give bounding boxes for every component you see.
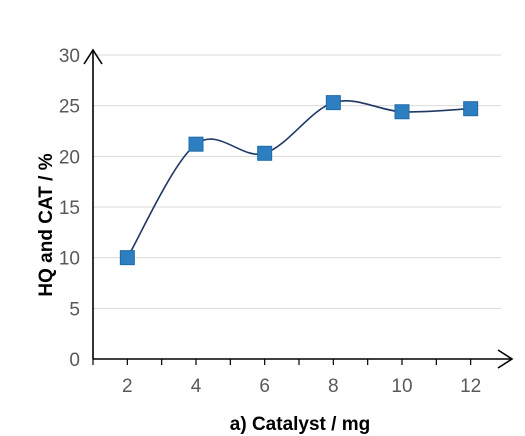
- data-points: [119, 95, 479, 266]
- trendline-layer: [126, 100, 471, 259]
- x-axis-arrow: [497, 349, 514, 369]
- x-tick-label-4: 4: [191, 376, 202, 397]
- data-point-12: [463, 101, 479, 117]
- y-tick-label-10: 10: [59, 249, 80, 270]
- y-tick-label-5: 5: [69, 299, 80, 320]
- data-point-10: [394, 104, 410, 120]
- data-point-6: [257, 145, 273, 161]
- gridlines: [93, 54, 501, 309]
- data-point-8: [325, 95, 341, 111]
- x-tick-label-12: 12: [460, 376, 481, 397]
- y-tick-label-15: 15: [59, 198, 80, 219]
- x-tick-label-10: 10: [391, 376, 412, 397]
- y-tick-label-30: 30: [59, 46, 80, 67]
- y-axis-title: HQ and CAT / %: [36, 153, 57, 296]
- axes: [83, 48, 514, 369]
- trendline: [126, 100, 471, 259]
- y-tick-label-25: 25: [59, 97, 80, 118]
- y-tick-label-20: 20: [59, 147, 80, 168]
- x-axis-title: a) Catalyst / mg: [230, 414, 370, 435]
- data-point-2: [119, 250, 135, 266]
- y-tick-label-0: 0: [69, 350, 80, 371]
- x-tick-label-8: 8: [328, 376, 339, 397]
- y-axis-arrow: [83, 48, 103, 65]
- x-tick-label-2: 2: [122, 376, 133, 397]
- x-tick-label-6: 6: [259, 376, 270, 397]
- tick-labels: 0 5 10 15 20 25 30 2 4 6 8 10 12: [59, 46, 481, 397]
- data-point-4: [188, 136, 204, 152]
